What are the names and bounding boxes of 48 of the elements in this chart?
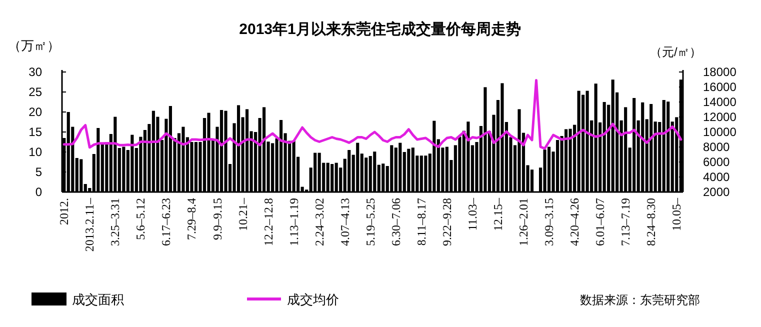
x-tick-label: 3.25–3.31 — [108, 198, 122, 246]
y2-tick-label: 6000 — [703, 155, 730, 169]
x-tick-label: 2.24–3.02 — [312, 198, 326, 246]
x-tick-label: 7.13–7.19 — [618, 198, 633, 246]
x-tick-label: 5.6–5.12 — [134, 198, 148, 240]
y2-tick-label: 4000 — [703, 170, 730, 184]
x-tick-label: 1.13–1.19 — [286, 198, 301, 246]
y-tick-label: 10 — [28, 145, 42, 159]
y-tick-label: 5 — [35, 165, 42, 179]
y2-tick-label: 16000 — [703, 80, 737, 94]
x-tick-label: 3.09–3.15 — [542, 198, 556, 246]
x-tick-label: 10.21– — [236, 197, 250, 231]
x-tick-label: 11.03– — [465, 197, 480, 231]
x-tick-label: 6.30–7.06 — [388, 198, 403, 246]
x-tick-label: 8.24–8.30 — [644, 198, 658, 246]
line-series — [62, 79, 682, 150]
x-tick-label: 6.01–6.07 — [593, 198, 608, 246]
x-tick-label: 7.29–8.4 — [184, 198, 199, 240]
y2-tick-label: 2000 — [703, 185, 730, 199]
x-tick-label: 12.2–12.8 — [261, 198, 276, 246]
y-tick-label: 15 — [28, 125, 42, 139]
chart-title: 2013年1月以来东莞住宅成交量价每周走势 — [239, 20, 521, 38]
x-tick-label: 2012. — [57, 198, 72, 225]
y2-axis-title: （元/㎡） — [650, 45, 702, 59]
y2-tick-label: 18000 — [703, 65, 737, 79]
y-tick-label: 0 — [35, 185, 42, 199]
y-axis-title: （万㎡） — [8, 38, 60, 53]
x-tick-label: 8.11–8.17 — [414, 198, 428, 246]
x-tick-label: 2013.2.11– — [82, 197, 97, 252]
x-tick-label: 9.9–9.15 — [210, 198, 224, 240]
y2-tick-label: 10000 — [703, 125, 737, 139]
x-tick-label: 4.20–4.26 — [568, 198, 582, 246]
y2-tick-label: 12000 — [703, 110, 737, 124]
x-tick-label: 4.07–4.13 — [338, 198, 352, 246]
x-tick-label: 6.17–6.23 — [159, 198, 174, 246]
legend-label: 成交均价 — [287, 292, 339, 307]
y-tick-label: 30 — [28, 65, 42, 79]
legend-label: 成交面积 — [72, 292, 124, 307]
y2-tick-label: 8000 — [703, 140, 730, 154]
y-tick-label: 25 — [28, 85, 42, 99]
x-tick-label: 1.26–2.01 — [516, 198, 530, 246]
x-tick-label: 9.22–9.28 — [440, 198, 454, 246]
y-tick-label: 20 — [28, 105, 42, 119]
source-note: 数据来源：东莞研究部 — [580, 293, 700, 307]
y2-tick-label: 14000 — [703, 95, 737, 109]
x-tick-label: 5.19–5.25 — [363, 198, 378, 246]
x-tick-label: 12.15– — [490, 197, 505, 231]
x-tick-label: 10.05– — [670, 197, 684, 231]
